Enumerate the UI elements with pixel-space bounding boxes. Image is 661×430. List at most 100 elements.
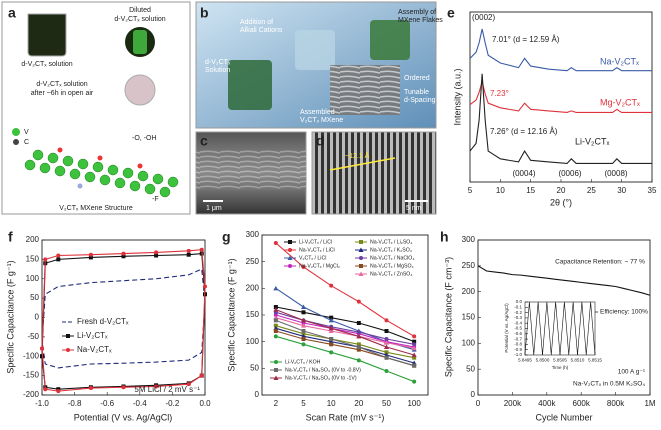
x-tick-label: 5.8515 [588, 358, 602, 363]
scale-label: 1 μm [206, 205, 222, 212]
plot-frame [41, 239, 206, 396]
x-tick-label: 1M [644, 399, 655, 408]
x-axis-label: Scan Rate (mV s⁻¹) [306, 412, 385, 422]
x-tick-label: -1.0 [35, 399, 49, 408]
marker [356, 347, 361, 352]
y-tick-label: 0 [471, 390, 476, 399]
y-tick-label: -0.9 [514, 347, 522, 352]
marker [273, 323, 278, 328]
beaker-aged [124, 74, 156, 106]
caption: d-V₂CTₓ solution [114, 16, 165, 23]
y-tick-label: -1.0 [514, 352, 522, 357]
annotation: 100 A g⁻¹ [618, 369, 646, 376]
legend-label: Fresh d-V₂CTₓ [77, 317, 129, 326]
x-tick-label: 15 [526, 186, 535, 195]
x-tick-label: 0 [476, 399, 481, 408]
y-tick-label: 150 [246, 310, 260, 319]
y-tick-label: -50 [27, 332, 39, 341]
marker [301, 265, 306, 269]
marker [301, 342, 306, 347]
marker [411, 345, 417, 351]
marker [384, 329, 389, 333]
series-line [275, 309, 415, 356]
marker [273, 318, 278, 323]
panel-label: d [316, 133, 325, 149]
annotation: 5M LiCl / 2 mV s⁻¹ [134, 385, 200, 394]
marker [359, 240, 363, 244]
caption: d-V₂CTₓ [205, 59, 231, 66]
x-tick-label: -0.6 [100, 399, 114, 408]
marker [186, 248, 191, 253]
x-tick-label: 2 [274, 399, 279, 408]
y-tick-label: 100 [26, 274, 40, 283]
annotation: Capacitance Retention: ~ 77 % [555, 259, 645, 266]
legend-label: C [24, 139, 29, 146]
atom-v [12, 128, 20, 136]
marker [43, 257, 48, 262]
caption: Alkali Cations [240, 27, 283, 34]
legend-label: Na-V₂CTₓ / Na₂SO₄ (0V to -1V) [285, 375, 357, 381]
y-tick-label: 300 [462, 235, 476, 244]
caption: Ordered [404, 75, 430, 82]
marker [56, 253, 61, 258]
x-tick-label: 100 [407, 399, 421, 408]
marker [66, 348, 70, 352]
marker [186, 382, 191, 387]
marker [288, 240, 292, 244]
annotation: (0002) [472, 13, 495, 22]
marker [301, 331, 306, 336]
vial-liquid [133, 30, 147, 54]
marker [40, 346, 44, 351]
marker [412, 363, 417, 368]
series-line [275, 306, 415, 343]
panel-b: b Addition of Alkali Cations Assembly of… [195, 1, 443, 129]
marker [273, 375, 279, 380]
x-tick-label: 600k [573, 399, 591, 408]
panel-a: a d-V₂CTₓ solution Diluted d-V₂CTₓ solut… [1, 1, 191, 215]
marker [199, 373, 204, 378]
legend-label: Li-V₂CTₓ / KOH [285, 359, 321, 365]
marker [273, 334, 278, 339]
marker [273, 285, 279, 291]
caption: d-V₂CTₓ solution [36, 81, 87, 88]
x-tick-label: 50 [382, 399, 391, 408]
series-label: Mg-V₂CTₓ [600, 97, 640, 107]
y-tick-label: -0.4 [514, 320, 522, 325]
panel-d: d ~12.1 Å 5 nm [311, 131, 437, 215]
legend-label: Na-V₂CTₓ / MgCl₂ [299, 263, 340, 269]
marker [359, 256, 363, 260]
scale-label: 5 nm [406, 205, 422, 212]
series-line [477, 265, 651, 296]
chart: h 0 50 100 150 200 250 300 0 200k 400k 600k 800k 1M Cy… [440, 229, 656, 423]
marker [356, 321, 361, 325]
series-label: Na-V₂CTₓ [600, 56, 639, 66]
legend-label: Li-V₂CTₓ / LiCl [299, 239, 332, 245]
series-label: Li-V₂CTₓ [575, 136, 609, 146]
marker [412, 355, 417, 360]
legend-label: Na-V₂CTₓ [77, 345, 112, 354]
annotation: 7.01° (d = 12.59 Å) [492, 35, 560, 44]
x-axis-label: Time (h) [552, 365, 569, 370]
atom-c [13, 139, 19, 145]
x-tick-label: 10 [327, 399, 336, 408]
marker [88, 252, 93, 257]
series-line [524, 301, 596, 356]
marker [384, 355, 389, 360]
caption: Assembly of [398, 9, 436, 16]
marker [88, 255, 93, 260]
marker [301, 323, 306, 328]
marker [56, 389, 61, 394]
marker [358, 247, 364, 252]
caption: Diluted [129, 7, 151, 14]
y-tick-label: 200 [462, 287, 476, 296]
marker [329, 350, 334, 355]
marker [287, 255, 293, 260]
panel-c: c 1 μm [195, 131, 307, 215]
y-axis-label: Specific Capacitance (F g⁻¹) [226, 258, 236, 371]
marker [121, 254, 126, 259]
marker [412, 379, 417, 384]
x-tick-label: -0.8 [68, 399, 82, 408]
y-tick-label: 0.0 [516, 299, 523, 304]
x-axis-label: 2θ (°) [550, 197, 572, 207]
